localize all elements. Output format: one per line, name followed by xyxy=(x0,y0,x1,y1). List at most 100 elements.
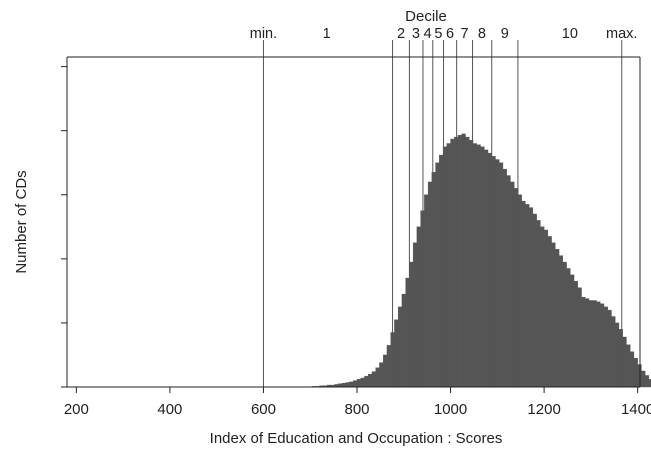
decile-labels: min. 1 2 3 4 5 6 7 8 9 10 max. xyxy=(250,26,638,42)
histogram-bar xyxy=(401,293,406,388)
histogram-bar xyxy=(383,354,388,388)
histogram-bar xyxy=(435,162,440,388)
histogram-bar xyxy=(633,357,638,388)
histogram-bar xyxy=(629,351,635,388)
histogram-bar xyxy=(558,255,564,388)
histogram-bar xyxy=(394,319,399,388)
histogram-bar xyxy=(566,268,571,388)
histogram-bar xyxy=(540,226,545,388)
histogram-bar xyxy=(570,274,575,388)
histogram-bar xyxy=(349,381,354,388)
histogram-bar xyxy=(405,277,410,388)
decile-label: 3 xyxy=(412,26,420,42)
x-tick-label: 1000 xyxy=(434,401,467,418)
histogram-bar xyxy=(600,303,605,388)
histogram-bar xyxy=(502,168,507,388)
histogram-bar xyxy=(409,261,414,388)
histogram-bar xyxy=(495,159,500,388)
histogram-bar xyxy=(472,143,477,388)
histogram-bar xyxy=(446,143,451,388)
histogram-bar xyxy=(371,371,376,388)
histogram-bar xyxy=(364,375,369,388)
histogram-bar xyxy=(513,188,519,388)
y-axis-ticks xyxy=(61,66,67,388)
histogram-bar xyxy=(427,181,433,388)
histogram-bar xyxy=(379,362,384,388)
histogram-bar xyxy=(588,300,593,388)
histogram-bar xyxy=(465,136,470,388)
histogram-bar xyxy=(480,146,485,388)
histogram-bar xyxy=(457,134,462,388)
decile-label: 10 xyxy=(562,26,578,42)
x-tick-label: 600 xyxy=(251,401,276,418)
histogram-bar xyxy=(386,345,391,388)
histogram-bar xyxy=(551,242,556,388)
histogram-bar xyxy=(416,226,421,388)
histogram-bar xyxy=(450,138,455,388)
histogram-bar xyxy=(412,242,418,388)
histogram-bar xyxy=(517,194,522,388)
histogram-bar xyxy=(603,306,608,388)
histogram-bar xyxy=(573,281,578,388)
decile-label: 6 xyxy=(446,26,454,42)
histogram-bar xyxy=(615,322,620,388)
histogram-bar xyxy=(506,175,511,388)
histogram-bar xyxy=(345,382,350,388)
x-tick-label: 200 xyxy=(64,401,89,418)
decile-label: 8 xyxy=(478,26,486,42)
histogram-bar xyxy=(461,133,466,388)
decile-title: Decile xyxy=(405,8,447,25)
histogram-bar xyxy=(555,249,560,388)
histogram-bar xyxy=(536,220,541,388)
decile-label: 4 xyxy=(424,26,432,42)
histogram-bar xyxy=(476,144,481,388)
histogram-bar xyxy=(525,204,530,388)
histogram-bar xyxy=(484,149,489,388)
histogram-bar xyxy=(439,154,444,388)
x-axis-label: Index of Education and Occupation : Scor… xyxy=(210,430,503,447)
histogram-bar xyxy=(626,344,631,388)
histogram-bar xyxy=(491,156,496,388)
histogram-bar xyxy=(341,382,346,388)
x-axis-ticks: 200 400 600 800 1000 1200 1400 xyxy=(64,387,651,418)
histogram-bar xyxy=(607,309,612,388)
histogram-bar xyxy=(592,300,597,388)
decile-label: min. xyxy=(250,26,277,42)
x-tick-label: 1200 xyxy=(527,401,560,418)
histogram-bar xyxy=(596,301,601,388)
decile-label: 1 xyxy=(323,26,331,42)
histogram-bars xyxy=(311,133,651,388)
histogram-bar xyxy=(581,297,586,388)
histogram-bar xyxy=(487,152,492,388)
histogram-bar xyxy=(353,380,358,388)
histogram-bar xyxy=(499,162,504,388)
histogram-bar xyxy=(585,298,590,388)
histogram-bar xyxy=(644,375,650,388)
histogram-bar xyxy=(528,207,534,388)
histogram-bar xyxy=(611,316,616,388)
decile-label: 7 xyxy=(461,26,469,42)
histogram-bar xyxy=(521,200,526,388)
histogram-bar xyxy=(510,181,515,388)
histogram-bar xyxy=(368,373,373,388)
histogram-bar xyxy=(424,194,429,388)
histogram-bar xyxy=(375,367,380,388)
decile-label: 9 xyxy=(501,26,509,42)
decile-label: 2 xyxy=(397,26,405,42)
histogram-bar xyxy=(543,229,549,388)
decile-label: max. xyxy=(606,26,637,42)
histogram-bar xyxy=(397,306,403,388)
x-tick-label: 800 xyxy=(344,401,369,418)
histogram-bar xyxy=(356,379,361,388)
histogram-bar xyxy=(641,370,646,388)
histogram-bar xyxy=(547,236,552,388)
y-axis-label: Number of CDs xyxy=(13,170,30,273)
histogram-bar xyxy=(532,213,537,388)
histogram-bar xyxy=(360,377,365,388)
decile-lines xyxy=(262,40,623,387)
histogram-bar xyxy=(577,287,582,388)
x-tick-label: 400 xyxy=(157,401,182,418)
histogram-bar xyxy=(562,261,567,388)
x-tick-label: 1400 xyxy=(621,401,651,418)
